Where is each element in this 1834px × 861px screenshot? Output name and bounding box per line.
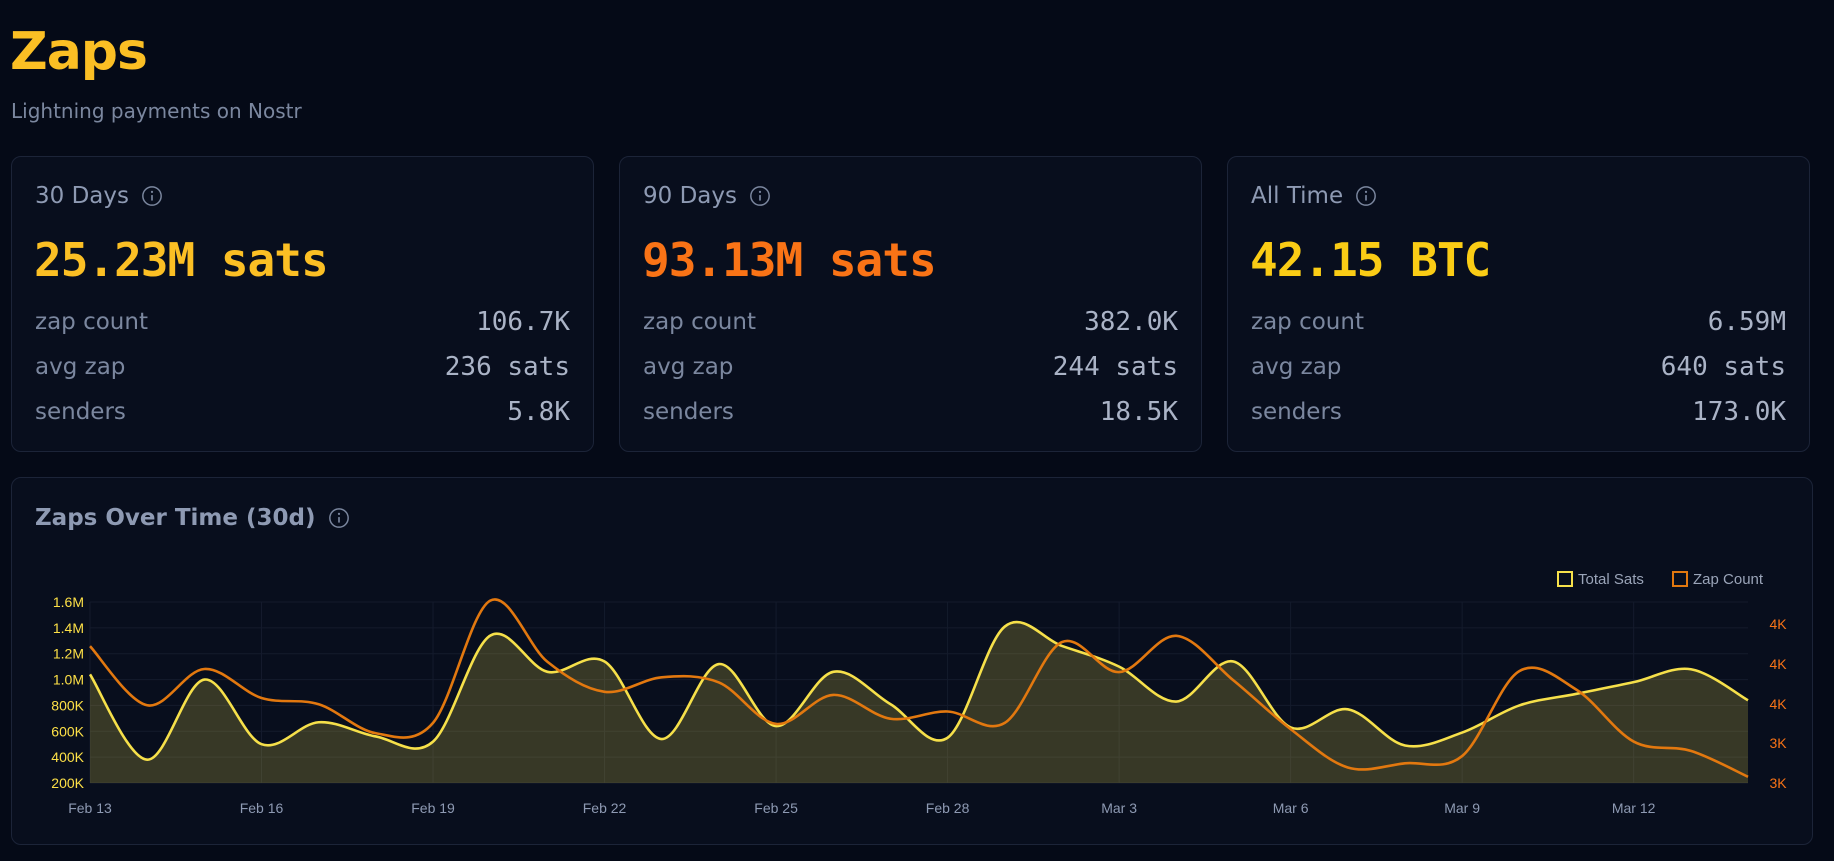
x-tick-label: Mar 12 [1612, 800, 1656, 816]
card-title: All Time [1251, 183, 1344, 209]
legend-label: Total Sats [1578, 571, 1644, 588]
info-icon[interactable] [141, 185, 163, 207]
stat-value: 173.0K [1692, 397, 1786, 427]
y-left-tick-label: 1.6M [53, 594, 84, 610]
x-tick-label: Mar 3 [1101, 800, 1137, 816]
stat-value: 236 sats [444, 352, 570, 382]
stat-row: avg zap 244 sats [643, 352, 1178, 382]
stat-value: 6.59M [1707, 307, 1786, 337]
x-tick-label: Feb 28 [926, 800, 970, 816]
card-main-value: 93.13M sats [642, 233, 937, 287]
stat-row: avg zap 236 sats [35, 352, 570, 382]
card-main-value: 42.15 BTC [1250, 233, 1491, 287]
stat-label: senders [35, 399, 126, 425]
legend-swatch [1557, 571, 1573, 587]
chart-panel: Zaps Over Time (30d) 200K 400K 600K 800K 1.0… [11, 477, 1813, 845]
stat-row: zap count 382.0K [643, 307, 1178, 337]
stat-row: senders 173.0K [1251, 397, 1786, 427]
legend-label: Zap Count [1693, 571, 1764, 588]
y-left-tick-label: 1.2M [53, 646, 84, 662]
info-icon[interactable] [328, 507, 350, 529]
stat-value: 106.7K [476, 307, 570, 337]
info-icon[interactable] [749, 185, 771, 207]
info-icon[interactable] [1355, 185, 1377, 207]
card-title: 30 Days [35, 183, 129, 209]
series-line-total-sats [88, 620, 1749, 762]
stat-value: 640 sats [1660, 352, 1786, 382]
stat-label: avg zap [1251, 354, 1342, 380]
stat-label: zap count [643, 309, 756, 335]
x-tick-label: Mar 9 [1444, 800, 1480, 816]
stat-label: senders [1251, 399, 1342, 425]
stat-label: zap count [35, 309, 148, 335]
legend-swatch [1672, 571, 1688, 587]
stat-row: zap count 6.59M [1251, 307, 1786, 337]
x-tick-label: Feb 25 [754, 800, 798, 816]
card-main-value: 25.23M sats [34, 233, 329, 287]
series-area-total-sats [90, 622, 1748, 783]
x-tick-label: Feb 22 [583, 800, 627, 816]
card-90-days: 90 Days 93.13M sats zap count 382.0K avg… [619, 156, 1202, 452]
stat-row: zap count 106.7K [35, 307, 570, 337]
stat-label: zap count [1251, 309, 1364, 335]
card-30-days: 30 Days 25.23M sats zap count 106.7K avg… [11, 156, 594, 452]
y-right-tick-label: 3K [1769, 735, 1787, 751]
y-right-tick-label: 4K [1769, 616, 1787, 632]
stat-value: 5.8K [507, 397, 570, 427]
page-subtitle: Lightning payments on Nostr [11, 99, 302, 123]
y-left-tick-label: 800K [51, 697, 84, 713]
stat-value: 244 sats [1052, 352, 1178, 382]
page-title: Zaps [10, 22, 148, 82]
stat-row: avg zap 640 sats [1251, 352, 1786, 382]
x-tick-label: Mar 6 [1273, 800, 1309, 816]
card-all-time: All Time 42.15 BTC zap count 6.59M avg z… [1227, 156, 1810, 452]
x-tick-label: Feb 16 [240, 800, 284, 816]
y-right-tick-label: 4K [1769, 696, 1787, 712]
y-right-tick-label: 4K [1769, 656, 1787, 672]
x-tick-label: Feb 19 [411, 800, 455, 816]
stat-row: senders 18.5K [643, 397, 1178, 427]
card-title: 90 Days [643, 183, 737, 209]
stat-label: senders [643, 399, 734, 425]
y-left-tick-label: 1.0M [53, 672, 84, 688]
stat-value: 18.5K [1099, 397, 1178, 427]
y-right-tick-label: 3K [1769, 775, 1787, 791]
y-left-tick-label: 200K [51, 775, 84, 791]
stat-label: avg zap [643, 354, 734, 380]
stat-row: senders 5.8K [35, 397, 570, 427]
stat-label: avg zap [35, 354, 126, 380]
x-tick-label: Feb 13 [68, 800, 112, 816]
y-left-tick-label: 400K [51, 749, 84, 765]
chart-title: Zaps Over Time (30d) [35, 505, 316, 531]
y-left-tick-label: 600K [51, 723, 84, 739]
zaps-over-time-chart[interactable]: 200K 400K 600K 800K 1.0M 1.2M 1.4M 1.6M Feb 13 Fe… [12, 478, 1812, 844]
stat-value: 382.0K [1084, 307, 1178, 337]
y-left-tick-label: 1.4M [53, 620, 84, 636]
